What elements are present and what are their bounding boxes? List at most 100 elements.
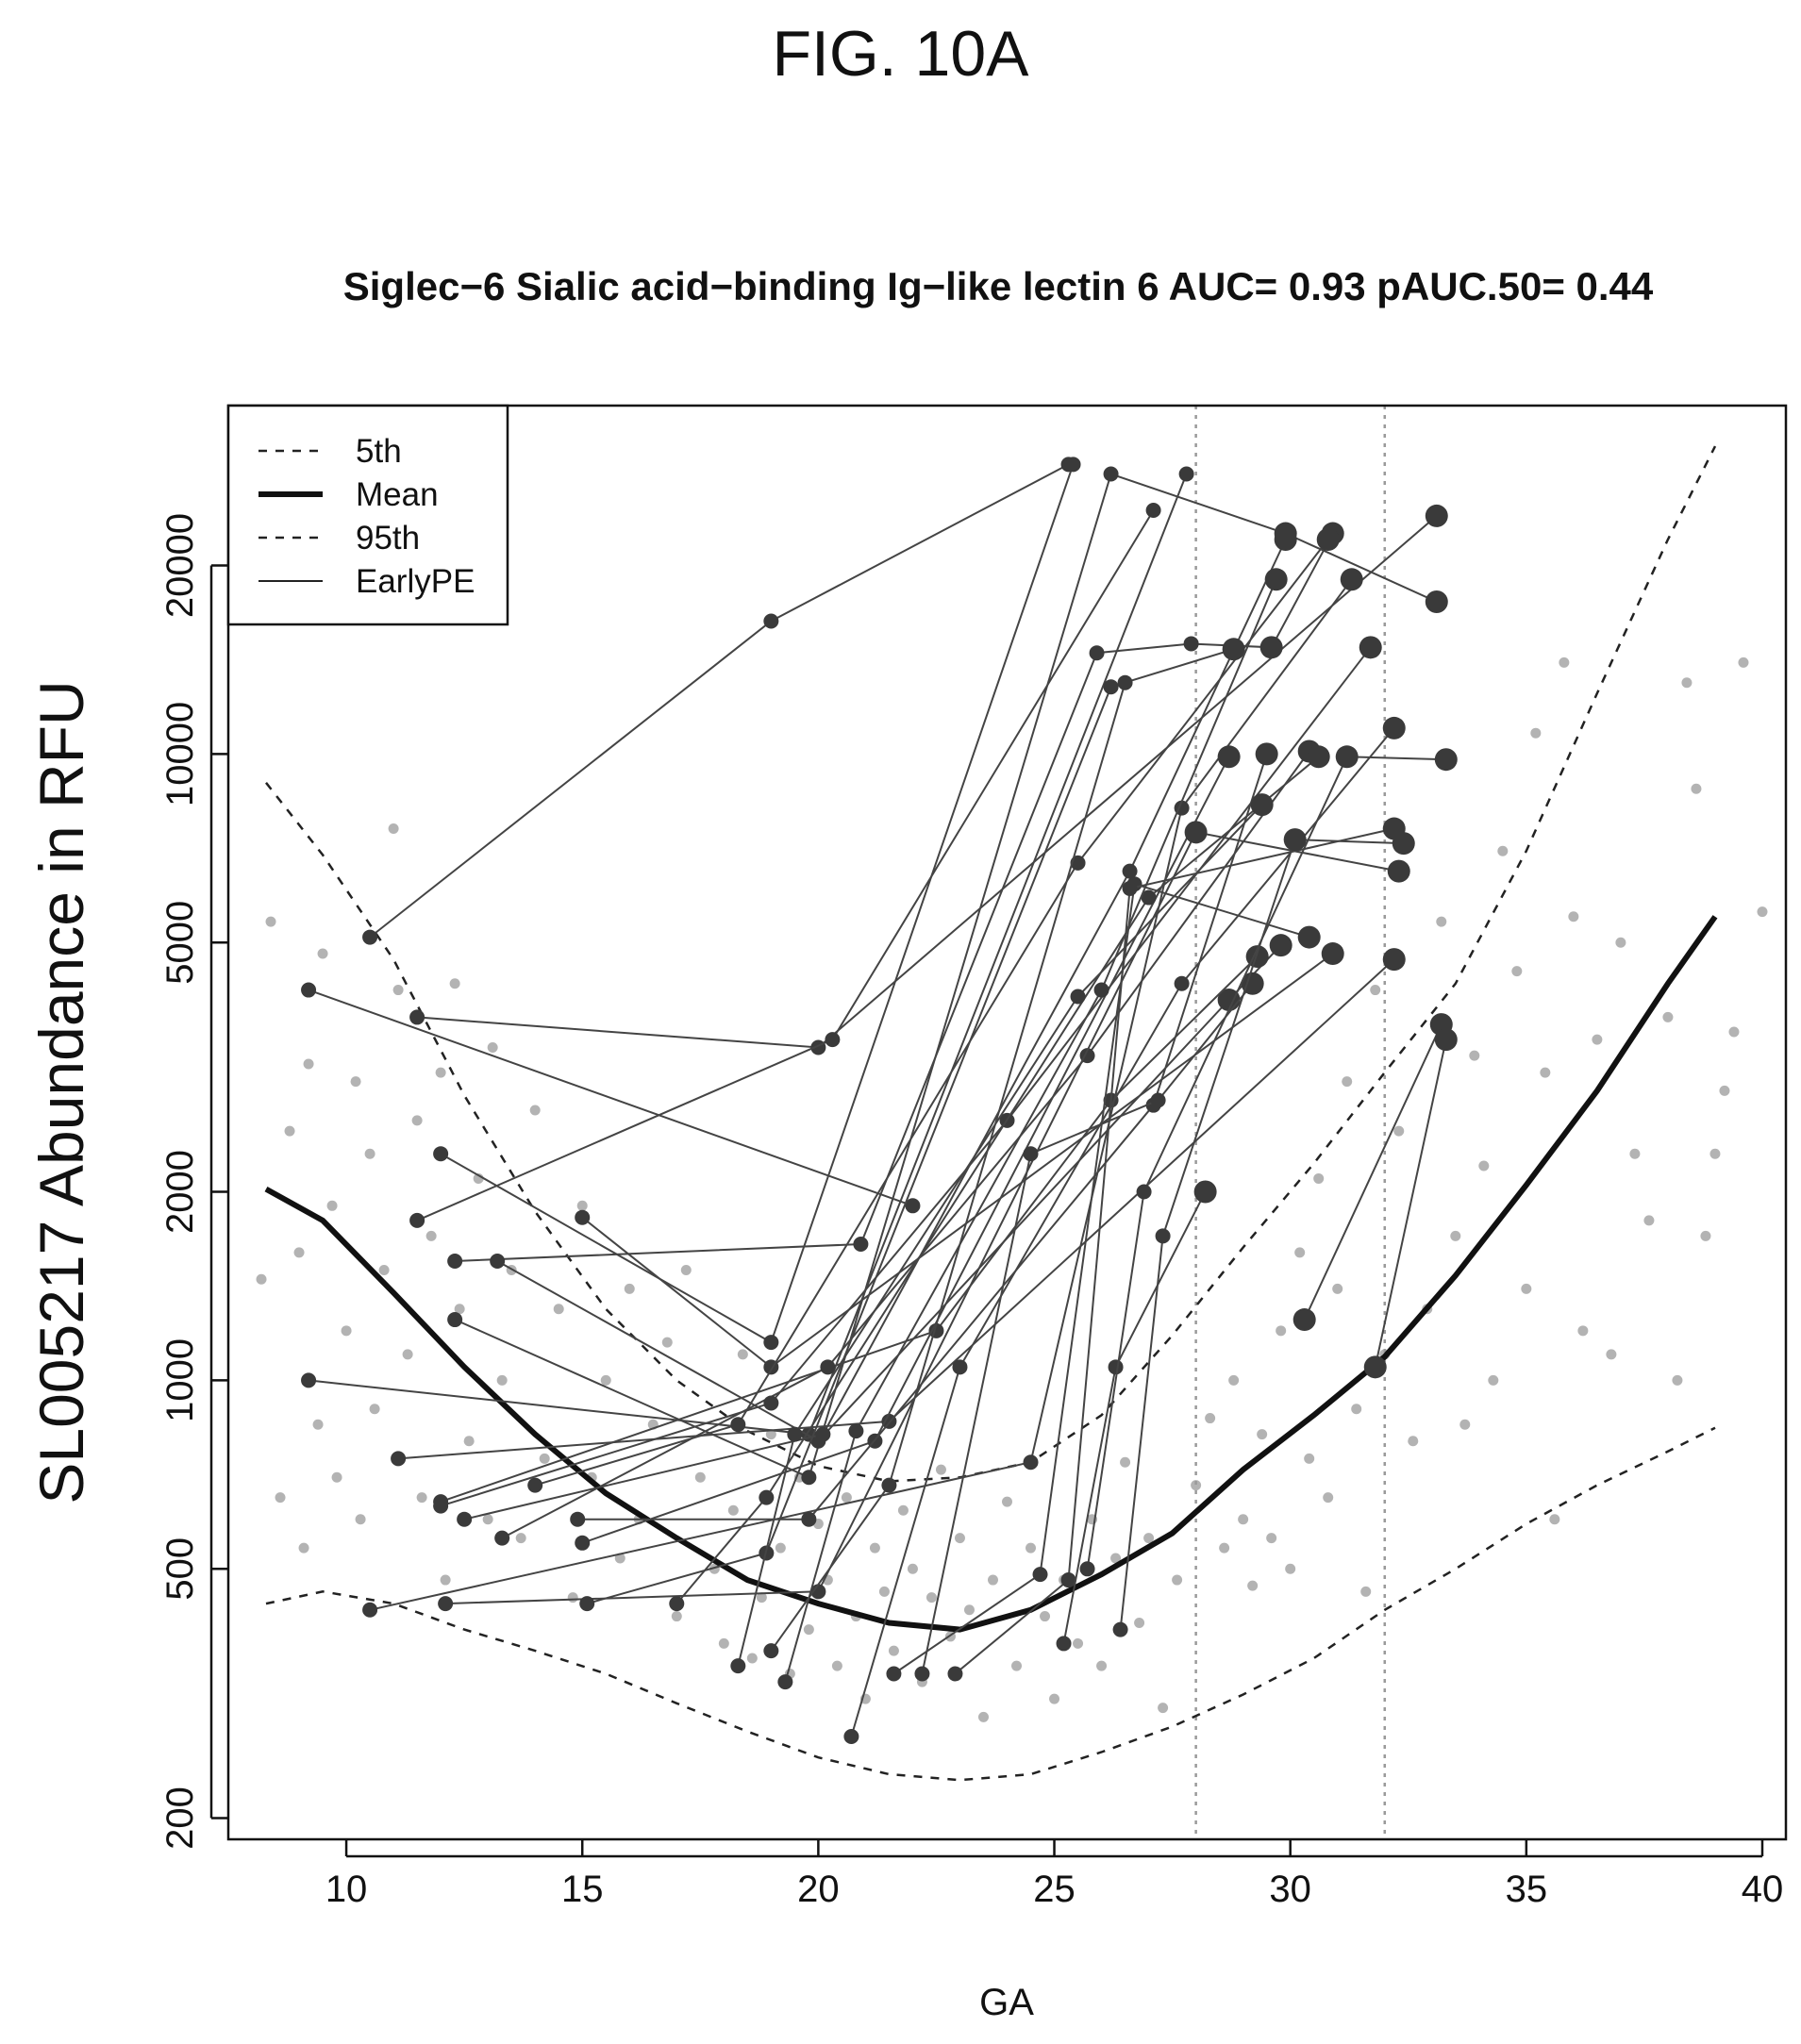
control-point bbox=[878, 1586, 890, 1597]
earlype-point bbox=[1274, 528, 1297, 552]
earlype-point bbox=[433, 1146, 449, 1162]
earlype-point bbox=[1387, 859, 1410, 883]
earlype-line-33 bbox=[1303, 1023, 1442, 1321]
earlype-point bbox=[669, 1596, 685, 1612]
control-point bbox=[1110, 1553, 1122, 1564]
earlype-point bbox=[777, 1674, 793, 1690]
control-point bbox=[317, 948, 328, 959]
control-point bbox=[487, 1041, 498, 1053]
earlype-point bbox=[1222, 638, 1245, 661]
control-point bbox=[256, 1273, 267, 1285]
control-point bbox=[1530, 727, 1542, 739]
earlype-point bbox=[881, 1477, 897, 1493]
axes-layer: 10 15 20 25 30 35 40 200 500 1000 2000 5000 10000 200… bbox=[159, 404, 1788, 1910]
earlype-point bbox=[1269, 934, 1292, 957]
earlype-point bbox=[1425, 590, 1448, 614]
reference-lines-layer bbox=[1194, 406, 1386, 1839]
control-point bbox=[331, 1471, 342, 1483]
earlype-line-27 bbox=[892, 882, 1309, 1675]
earlype-point bbox=[1032, 1567, 1048, 1583]
control-point bbox=[1134, 1618, 1145, 1629]
earlype-point bbox=[905, 1198, 921, 1214]
earlype-point bbox=[494, 1530, 510, 1546]
control-point bbox=[1073, 1637, 1084, 1649]
earlype-line-20 bbox=[445, 831, 1399, 1605]
earlype-point bbox=[447, 1254, 463, 1270]
earlype-point bbox=[1434, 748, 1458, 772]
control-point bbox=[718, 1637, 729, 1649]
earlype-point bbox=[1316, 528, 1340, 552]
earlype-point bbox=[1217, 745, 1241, 769]
control-point bbox=[454, 1304, 465, 1315]
earlype-point bbox=[1255, 742, 1278, 766]
control-point bbox=[1370, 985, 1381, 996]
earlype-line-19 bbox=[577, 754, 1268, 1521]
earlype-point bbox=[763, 1335, 779, 1351]
control-point bbox=[1228, 1374, 1240, 1386]
earlype-point bbox=[579, 1596, 595, 1612]
x-tick-label: 35 bbox=[1506, 1869, 1548, 1910]
y-tick-label: 200 bbox=[159, 1786, 201, 1850]
legend-label-5th: 5th bbox=[356, 433, 402, 470]
control-point bbox=[680, 1264, 692, 1275]
control-point bbox=[1332, 1283, 1343, 1294]
earlype-point bbox=[1241, 972, 1264, 995]
control-point bbox=[1285, 1563, 1296, 1574]
earlype-point bbox=[457, 1511, 473, 1527]
control-point bbox=[1540, 1067, 1551, 1078]
earlype-line-26 bbox=[850, 727, 1395, 1737]
control-point bbox=[803, 1624, 814, 1636]
control-point bbox=[1191, 1480, 1202, 1491]
earlype-point bbox=[1141, 889, 1157, 906]
control-point bbox=[1011, 1660, 1023, 1671]
control-point bbox=[529, 1105, 541, 1116]
earlype-point bbox=[301, 982, 317, 998]
control-point bbox=[1360, 1586, 1372, 1597]
control-point bbox=[425, 1230, 437, 1241]
control-point bbox=[1488, 1374, 1499, 1386]
control-point bbox=[378, 1264, 390, 1275]
earlype-point bbox=[1250, 793, 1274, 817]
earlype-point bbox=[575, 1209, 591, 1225]
control-point bbox=[1577, 1325, 1589, 1337]
y-tick-label: 1000 bbox=[159, 1338, 201, 1422]
earlype-point bbox=[409, 1212, 425, 1228]
control-point bbox=[1049, 1693, 1060, 1704]
earlype-line-10 bbox=[496, 944, 1282, 1442]
control-point bbox=[298, 1542, 309, 1554]
earlype-point bbox=[1193, 1180, 1217, 1204]
control-point bbox=[1738, 656, 1749, 668]
earlype-point bbox=[848, 1423, 864, 1439]
control-point bbox=[440, 1574, 451, 1586]
control-point bbox=[1672, 1374, 1683, 1386]
control-point bbox=[312, 1419, 324, 1430]
control-point bbox=[1219, 1542, 1230, 1554]
earlype-point bbox=[1093, 982, 1109, 998]
control-point bbox=[1511, 966, 1523, 977]
earlype-point bbox=[362, 1602, 378, 1618]
earlype-point bbox=[1079, 1561, 1095, 1577]
earlype-point bbox=[815, 1426, 831, 1442]
control-point bbox=[1120, 1456, 1131, 1468]
control-point bbox=[1728, 1026, 1740, 1038]
control-point bbox=[388, 823, 399, 835]
control-point bbox=[1304, 1453, 1315, 1464]
control-point bbox=[1276, 1325, 1287, 1337]
control-point bbox=[954, 1533, 965, 1544]
earlype-line-9 bbox=[581, 953, 1334, 1369]
earlype-line-2 bbox=[308, 989, 913, 1207]
earlype-line-21 bbox=[675, 756, 1320, 1604]
control-point bbox=[1719, 1085, 1730, 1096]
earlype-point bbox=[1122, 863, 1138, 879]
earlype-point bbox=[1264, 568, 1288, 591]
earlype-point bbox=[391, 1451, 407, 1467]
earlype-point bbox=[570, 1511, 586, 1527]
earlype-point bbox=[1382, 716, 1406, 739]
earlype-point bbox=[1184, 821, 1208, 844]
control-point bbox=[727, 1504, 739, 1516]
control-point bbox=[1040, 1611, 1051, 1622]
earlype-point bbox=[820, 1359, 836, 1375]
control-point bbox=[576, 1200, 588, 1211]
control-point bbox=[364, 1148, 375, 1159]
x-tick-label: 25 bbox=[1033, 1869, 1076, 1910]
